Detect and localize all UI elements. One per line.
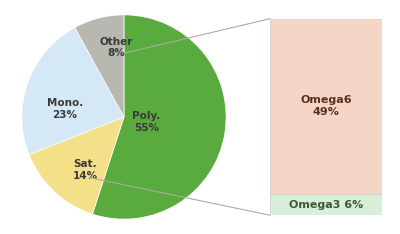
FancyBboxPatch shape [270,194,382,215]
FancyBboxPatch shape [270,19,382,194]
Text: Other
8%: Other 8% [99,37,132,58]
Wedge shape [22,28,124,155]
Wedge shape [75,15,124,117]
Text: Omega6
49%: Omega6 49% [300,95,352,117]
Text: Mono.
23%: Mono. 23% [47,98,83,120]
Wedge shape [29,117,124,214]
Text: Omega3 6%: Omega3 6% [289,200,363,210]
Text: Sat.
14%: Sat. 14% [73,159,98,181]
Text: Poly.
55%: Poly. 55% [132,111,160,133]
Wedge shape [92,15,226,219]
